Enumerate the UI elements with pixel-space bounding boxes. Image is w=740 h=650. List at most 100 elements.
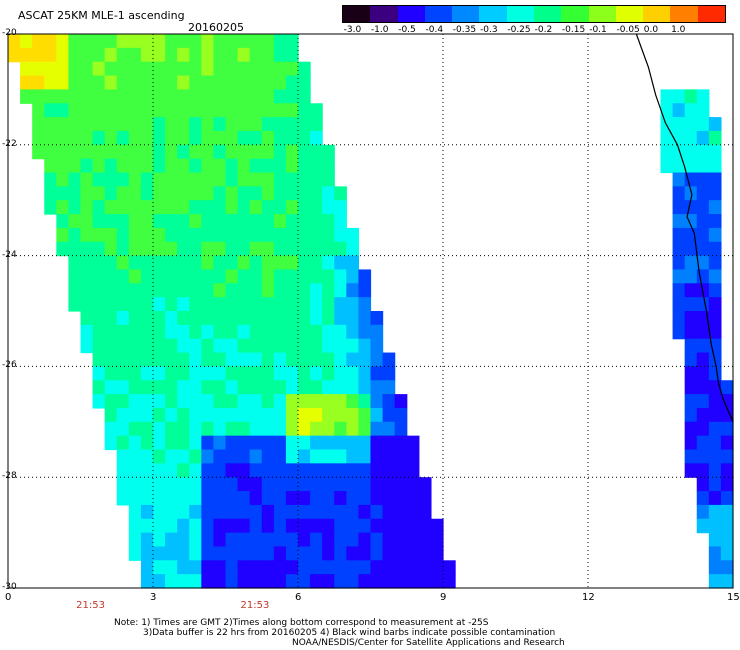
heatmap-cell (708, 477, 722, 492)
heatmap-cell (261, 200, 275, 215)
heatmap-cell (394, 504, 408, 520)
heatmap-cell (285, 130, 299, 146)
heatmap-cell (382, 394, 396, 409)
heatmap-cell (225, 269, 239, 284)
heatmap-cell (177, 338, 190, 354)
heatmap-cell (153, 311, 166, 326)
heatmap-cell (334, 435, 347, 451)
heatmap-cell (177, 407, 190, 423)
heatmap-cell (261, 338, 275, 354)
heatmap-cell (128, 227, 142, 243)
heatmap-cell (177, 491, 190, 506)
heatmap-cell (165, 130, 178, 146)
heatmap-cell (80, 130, 94, 146)
heatmap-cell (672, 117, 686, 132)
heatmap-cell (213, 186, 227, 201)
heatmap-cell (310, 311, 323, 326)
x-tick-label: 0 (5, 592, 12, 603)
heatmap-cell (708, 421, 722, 437)
heatmap-cell (696, 518, 710, 534)
heatmap-cell (273, 407, 287, 423)
heatmap-cell (672, 89, 686, 104)
heatmap-cell (394, 491, 408, 506)
heatmap-cell (165, 352, 178, 367)
heatmap-cell (261, 61, 275, 77)
heatmap-cell (443, 560, 456, 575)
heatmap-cell (177, 117, 190, 132)
heatmap-cell (430, 546, 444, 561)
heatmap-cell (708, 504, 722, 520)
y-tick-label: -28 (2, 471, 17, 482)
heatmap-cell (201, 394, 215, 409)
heatmap-cell (128, 269, 142, 284)
heatmap-cell (334, 394, 347, 409)
heatmap-cell (92, 61, 106, 77)
heatmap-cell (285, 491, 299, 506)
heatmap-cell (322, 227, 335, 243)
heatmap-cell (261, 560, 275, 575)
heatmap-cell (92, 144, 106, 160)
heatmap-cell (116, 103, 130, 118)
heatmap-cell (128, 491, 142, 506)
heatmap-cell (334, 407, 347, 423)
heatmap-cell (177, 435, 190, 451)
heatmap-cell (80, 269, 94, 284)
heatmap-cell (201, 297, 215, 312)
heatmap-cell (334, 200, 347, 215)
heatmap-cell (128, 214, 142, 229)
heatmap-cell (358, 574, 372, 589)
heatmap-cell (298, 144, 311, 160)
heatmap-cell (249, 34, 263, 49)
heatmap-cell (430, 574, 444, 589)
heatmap-cell (696, 504, 710, 520)
heatmap-cell (44, 34, 57, 49)
heatmap-cell (298, 532, 311, 548)
heatmap-cell (696, 214, 710, 229)
heatmap-cell (346, 407, 360, 423)
heatmap-cell (406, 518, 420, 534)
heatmap-cell (153, 324, 166, 340)
heatmap-cell (370, 352, 384, 367)
heatmap-cell (249, 560, 263, 575)
heatmap-cell (358, 283, 372, 298)
heatmap-cell (225, 227, 239, 243)
heatmap-cell (237, 158, 251, 174)
heatmap-cell (708, 227, 722, 243)
heatmap-cell (213, 407, 227, 423)
heatmap-cell (696, 380, 710, 395)
heatmap-cell (394, 407, 408, 423)
heatmap-cell (298, 380, 311, 395)
heatmap-cell (140, 269, 154, 284)
heatmap-cell (201, 75, 215, 90)
heatmap-cell (358, 435, 372, 451)
heatmap-cell (225, 61, 239, 77)
heatmap-cell (310, 491, 323, 506)
heatmap-cell (322, 574, 335, 589)
heatmap-cell (128, 435, 142, 451)
heatmap-cell (322, 435, 335, 451)
heatmap-cell (116, 241, 130, 257)
heatmap-cell (720, 518, 734, 534)
heatmap-cell (358, 352, 372, 367)
heatmap-cell (285, 366, 299, 381)
heatmap-cell (92, 75, 106, 90)
heatmap-cell (153, 352, 166, 367)
heatmap-cell (201, 435, 215, 451)
heatmap-cell (116, 463, 130, 478)
heatmap-cell (189, 574, 202, 589)
heatmap-cell (708, 532, 722, 548)
heatmap-cell (684, 103, 698, 118)
heatmap-cell (672, 214, 686, 229)
heatmap-cell (298, 352, 311, 367)
heatmap-cell (430, 532, 444, 548)
heatmap-cell (165, 269, 178, 284)
heatmap-cell (684, 241, 698, 257)
heatmap-cell (104, 421, 118, 437)
heatmap-cell (140, 103, 154, 118)
heatmap-cell (213, 103, 227, 118)
heatmap-cell (273, 380, 287, 395)
heatmap-cell (153, 435, 166, 451)
heatmap-cell (237, 172, 251, 187)
heatmap-cell (104, 394, 118, 409)
heatmap-cell (116, 352, 130, 367)
